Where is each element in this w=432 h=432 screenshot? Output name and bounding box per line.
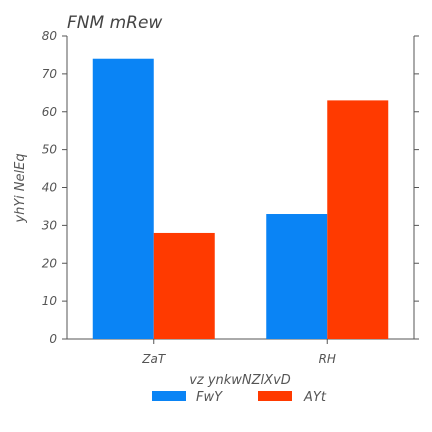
plot-area: 0 10 20 30 40 50 60 70 80 ZaT RH (42, 29, 419, 366)
chart-title: FNM mRew (67, 13, 162, 33)
y-tick-label: 40 (42, 181, 58, 195)
x-axis-label: vz ynkwNZlXvD (189, 373, 291, 388)
y-tick-label: 30 (42, 218, 58, 232)
y-tick-label: 80 (42, 29, 58, 43)
legend: FwY AYt (152, 390, 327, 405)
y-tick-label: 50 (42, 143, 58, 157)
bar (327, 100, 389, 339)
bar (92, 58, 154, 339)
legend-swatch (258, 391, 292, 401)
legend-label: AYt (303, 390, 327, 405)
y-tick-label: 20 (42, 256, 58, 270)
bar (153, 232, 215, 339)
legend-swatch (152, 391, 186, 401)
y-tick-label: 60 (42, 105, 58, 119)
x-tick-label: ZaT (141, 352, 167, 366)
y-tick-label: 0 (49, 332, 57, 346)
y-tick-label: 70 (42, 67, 58, 81)
y-axis-label: yhYi NelEq (13, 153, 28, 223)
y-tick-label: 10 (42, 294, 58, 308)
legend-label: FwY (196, 390, 223, 405)
bar (266, 214, 328, 339)
x-tick-label: RH (319, 352, 336, 366)
